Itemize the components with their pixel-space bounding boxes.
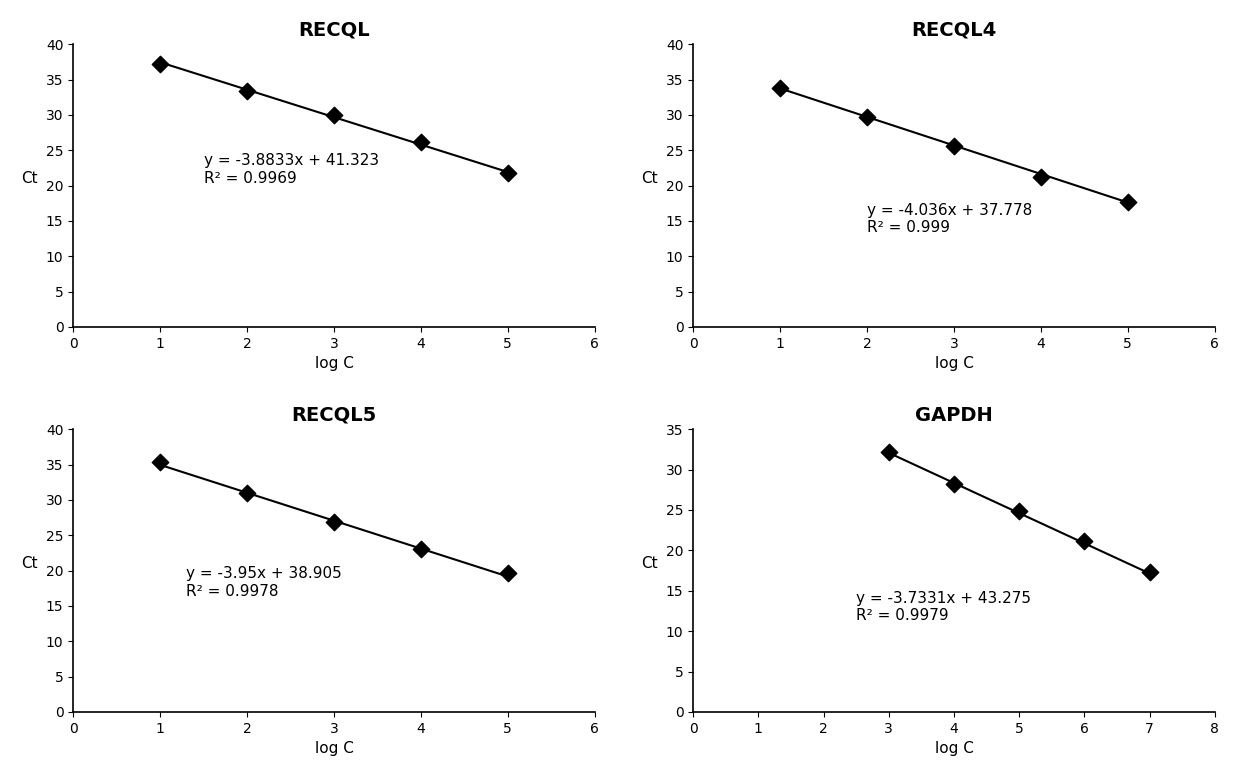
Text: y = -3.8833x + 41.323
R² = 0.9969: y = -3.8833x + 41.323 R² = 0.9969 xyxy=(203,153,378,186)
Point xyxy=(944,478,963,490)
Point xyxy=(498,167,518,179)
Y-axis label: Ct: Ct xyxy=(21,556,37,570)
Point xyxy=(498,566,518,579)
Title: RECQL4: RECQL4 xyxy=(911,21,997,40)
Point xyxy=(324,109,343,121)
Title: RECQL: RECQL xyxy=(298,21,370,40)
X-axis label: log C: log C xyxy=(315,356,353,371)
Point xyxy=(1118,197,1138,209)
Text: y = -4.036x + 37.778
R² = 0.999: y = -4.036x + 37.778 R² = 0.999 xyxy=(867,203,1032,235)
Point xyxy=(879,445,899,458)
Point xyxy=(1140,566,1159,578)
Text: y = -3.7331x + 43.275
R² = 0.9979: y = -3.7331x + 43.275 R² = 0.9979 xyxy=(856,591,1032,623)
X-axis label: log C: log C xyxy=(315,741,353,756)
Point xyxy=(410,542,430,555)
X-axis label: log C: log C xyxy=(935,741,973,756)
Y-axis label: Ct: Ct xyxy=(641,170,657,186)
Point xyxy=(1074,535,1094,547)
Point xyxy=(410,136,430,148)
Point xyxy=(857,111,877,124)
Y-axis label: Ct: Ct xyxy=(21,170,37,186)
Point xyxy=(150,456,170,469)
Point xyxy=(150,57,170,70)
Point xyxy=(944,140,963,152)
Point xyxy=(324,516,343,528)
Point xyxy=(237,85,257,97)
X-axis label: log C: log C xyxy=(935,356,973,371)
Point xyxy=(1009,504,1029,517)
Point xyxy=(237,486,257,499)
Y-axis label: Ct: Ct xyxy=(641,556,657,570)
Title: GAPDH: GAPDH xyxy=(915,406,993,425)
Text: y = -3.95x + 38.905
R² = 0.9978: y = -3.95x + 38.905 R² = 0.9978 xyxy=(186,566,342,599)
Title: RECQL5: RECQL5 xyxy=(291,406,377,425)
Point xyxy=(1030,171,1050,183)
Point xyxy=(770,82,790,94)
